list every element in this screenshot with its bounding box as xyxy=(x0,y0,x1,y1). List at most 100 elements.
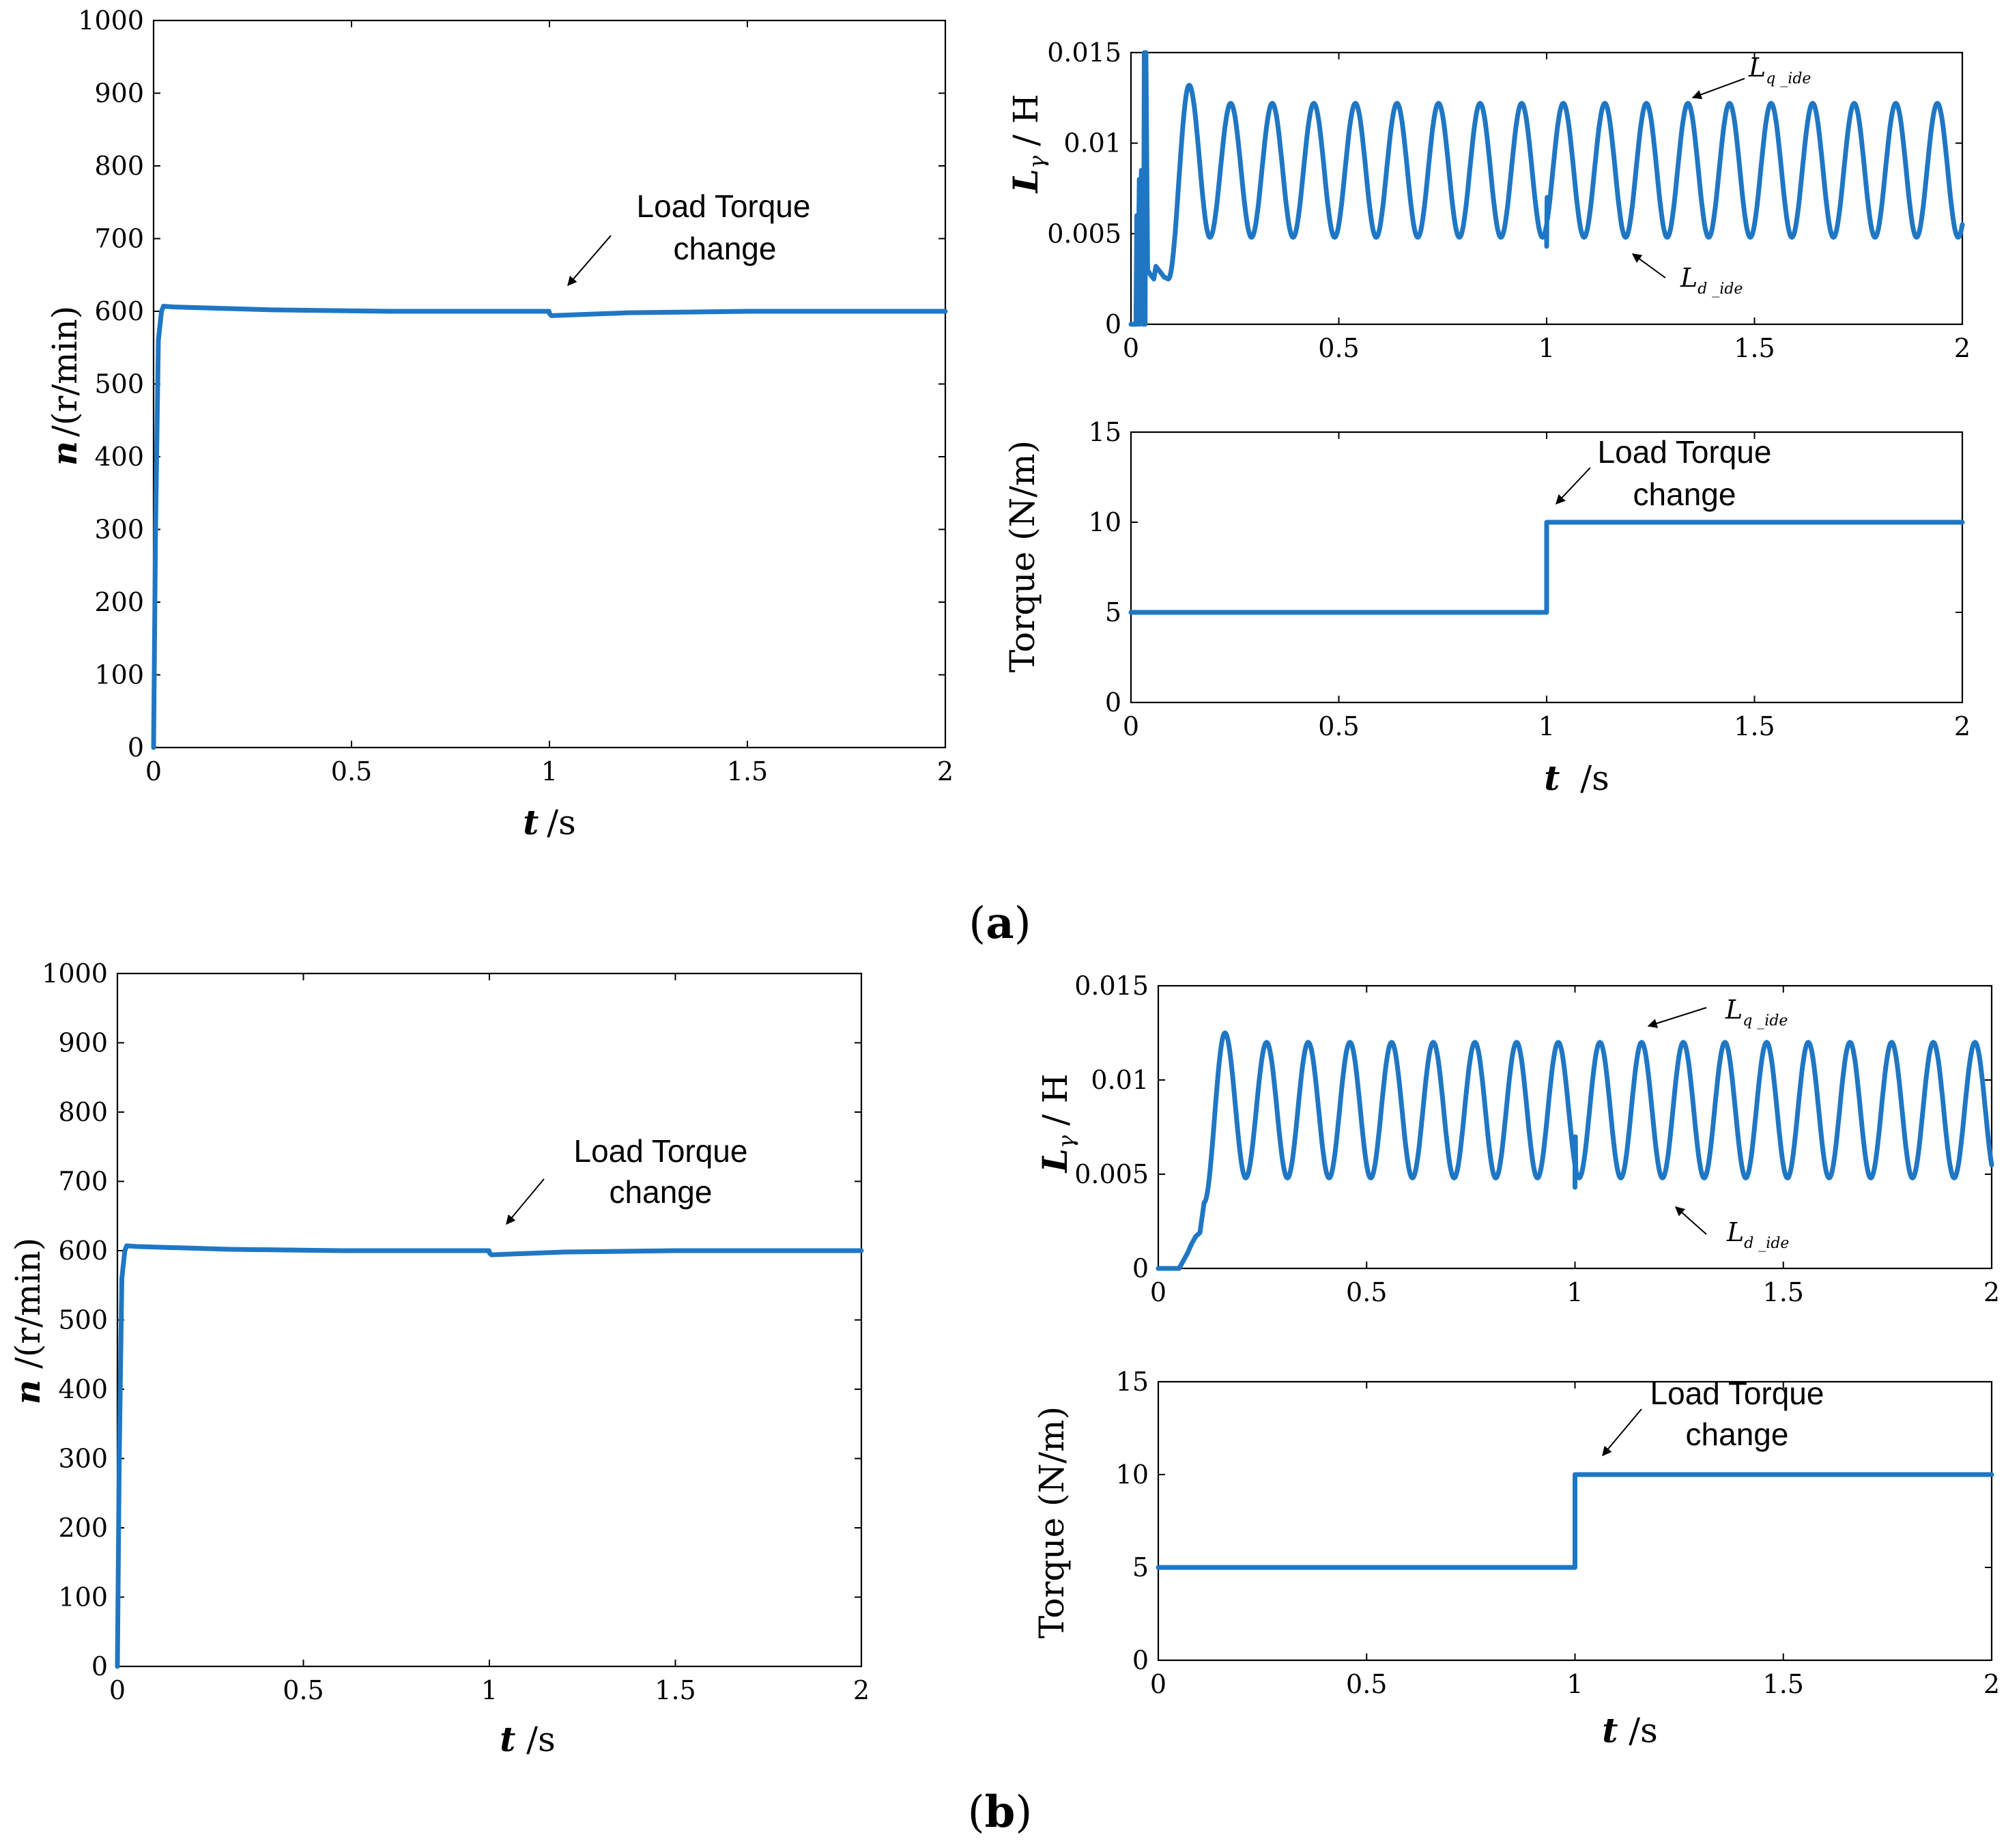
y-tick-label: 0 xyxy=(91,1651,108,1681)
y-tick-label: 300 xyxy=(94,515,144,545)
ld-label: Ld _ide xyxy=(1726,1217,1789,1252)
y-tick-label: 0.005 xyxy=(1074,1159,1149,1189)
x-tick-label: 1 xyxy=(1538,333,1555,363)
chart-b-inductance: 0 0.5 1 1.5 2 0 0.005 0.01 0.015 Lγ/ H Lq _ide L… xyxy=(1035,971,2000,1307)
y-tick-label: 600 xyxy=(94,296,144,326)
tick-group: 0 0.5 1 1.5 2 0 5 10 15 xyxy=(1116,1367,2000,1699)
series-speed-line xyxy=(151,304,948,750)
x-tick-label: 1 xyxy=(541,756,558,786)
lq-label: Lq _ide xyxy=(1748,53,1811,87)
x-tick-label: 0.5 xyxy=(283,1675,324,1705)
chart-a-inductance: 0 0.5 1 1.5 2 0 0.005 0.01 0.015 Lγ/ H Lq _ide L… xyxy=(1005,38,1971,363)
y-tick-label: 0.015 xyxy=(1074,971,1149,1001)
y-tick-label: 0 xyxy=(1105,687,1121,717)
y-tick-label: 5 xyxy=(1132,1552,1149,1582)
x-tick-label: 2 xyxy=(1954,711,1971,741)
annotation-arrow xyxy=(567,235,612,287)
x-tick-label: 1 xyxy=(1566,1669,1583,1699)
y-tick-label: 0.01 xyxy=(1063,128,1121,158)
annotation-line-2: change xyxy=(1686,1417,1789,1452)
annotation-arrow xyxy=(1556,467,1591,505)
tick-group: 0 0.5 1 1.5 2 0 100 200 300 400 500 600 700 800 900 100… xyxy=(42,958,870,1705)
x-tick-label: 2 xyxy=(1954,333,1971,363)
y-tick-label: 500 xyxy=(58,1305,108,1335)
x-tick-label: 0 xyxy=(145,756,162,786)
x-axis-label: t/s xyxy=(500,1719,556,1759)
chart-b-speed: 0 0.5 1 1.5 2 0 100 200 300 400 500 600 700 800 900 100… xyxy=(8,958,870,1759)
y-tick-label: 300 xyxy=(58,1444,108,1474)
y-axis-label: n/(r/min) xyxy=(44,306,85,466)
annotation-arrow xyxy=(506,1178,545,1225)
panel-label-a: (a) xyxy=(969,898,1031,949)
y-tick-label: 5 xyxy=(1105,597,1121,627)
series-speed-line xyxy=(115,1243,864,1669)
x-tick-label: 1.5 xyxy=(1763,1669,1804,1699)
ld-arrow xyxy=(1674,1206,1707,1235)
x-tick-label: 1.5 xyxy=(1763,1277,1804,1307)
x-tick-label: 2 xyxy=(937,756,954,786)
x-tick-label: 0 xyxy=(1150,1669,1166,1699)
y-tick-label: 700 xyxy=(94,224,144,254)
tick-group: 0 0.5 1 1.5 2 0 100 200 300 400 500 600 700 800 900 100… xyxy=(78,5,954,786)
y-tick-label: 0 xyxy=(1132,1253,1149,1283)
ld-arrow xyxy=(1631,253,1666,279)
panel-label-b: (b) xyxy=(968,1787,1033,1838)
x-tick-label: 1 xyxy=(481,1675,498,1705)
axes-frame xyxy=(1157,984,1993,1270)
x-axis-label: t/s xyxy=(523,802,576,842)
y-tick-label: 400 xyxy=(94,442,144,472)
y-tick-label: 700 xyxy=(58,1167,108,1197)
y-tick-label: 600 xyxy=(58,1236,108,1266)
y-tick-label: 0 xyxy=(128,733,144,763)
x-tick-label: 0.5 xyxy=(331,756,372,786)
tick-group: 0 0.5 1 1.5 2 0 5 10 15 xyxy=(1089,417,1971,741)
x-tick-label: 1.5 xyxy=(1734,711,1775,741)
x-tick-label: 2 xyxy=(1983,1277,2000,1307)
x-tick-label: 0 xyxy=(109,1675,126,1705)
x-tick-label: 2 xyxy=(853,1675,870,1705)
y-tick-label: 500 xyxy=(94,369,144,399)
annotation-arrow xyxy=(1602,1408,1642,1457)
y-tick-label: 400 xyxy=(58,1374,108,1404)
y-tick-label: 10 xyxy=(1089,507,1121,537)
y-tick-label: 15 xyxy=(1116,1367,1149,1397)
y-tick-label: 15 xyxy=(1089,417,1121,447)
y-axis-label: Lγ/ H xyxy=(1005,94,1050,195)
chart-a-torque: 0 0.5 1 1.5 2 0 5 10 15 Torque (N/m) t/s Load To… xyxy=(1003,417,1971,798)
x-tick-label: 1.5 xyxy=(655,1675,696,1705)
annotation-line-2: change xyxy=(1633,477,1736,512)
series-torque-line xyxy=(1156,1472,1994,1570)
y-tick-label: 1000 xyxy=(78,5,144,35)
annotation-line-1: Load Torque xyxy=(1598,434,1772,470)
ld-label: Ld _ide xyxy=(1680,263,1743,298)
chart-b-torque: 0 0.5 1 1.5 2 0 5 10 15 Torque (N/m) t/s Load To… xyxy=(1032,1367,2000,1750)
lq-arrow xyxy=(1647,1007,1707,1028)
y-tick-label: 800 xyxy=(94,151,144,181)
y-tick-label: 0.01 xyxy=(1091,1065,1149,1095)
x-tick-label: 0 xyxy=(1123,333,1139,363)
annotation-line-2: change xyxy=(674,231,777,266)
lq-arrow xyxy=(1691,78,1745,100)
series-torque-line xyxy=(1128,520,1965,615)
x-tick-label: 0 xyxy=(1123,711,1139,741)
annotation-line-1: Load Torque xyxy=(637,188,811,224)
annotation-line-1: Load Torque xyxy=(574,1133,748,1169)
axes-frame xyxy=(1130,51,1964,326)
series-inductance-line xyxy=(1128,50,1965,327)
x-tick-label: 0 xyxy=(1150,1277,1166,1307)
y-axis-label: Torque (N/m) xyxy=(1003,440,1042,672)
x-tick-label: 1 xyxy=(1538,711,1555,741)
y-tick-label: 1000 xyxy=(42,958,108,989)
tick-group: 0 0.5 1 1.5 2 0 0.005 0.01 0.015 xyxy=(1047,38,1971,363)
x-tick-label: 0.5 xyxy=(1318,333,1359,363)
x-tick-label: 0.5 xyxy=(1346,1277,1387,1307)
y-tick-label: 0 xyxy=(1105,309,1121,339)
y-tick-label: 200 xyxy=(58,1513,108,1543)
x-axis-label: t/s xyxy=(1544,758,1609,798)
y-tick-label: 0.015 xyxy=(1047,38,1121,68)
annotation-line-1: Load Torque xyxy=(1650,1376,1824,1411)
x-tick-label: 1 xyxy=(1566,1277,1583,1307)
y-tick-label: 800 xyxy=(58,1097,108,1127)
y-tick-label: 10 xyxy=(1116,1460,1149,1490)
